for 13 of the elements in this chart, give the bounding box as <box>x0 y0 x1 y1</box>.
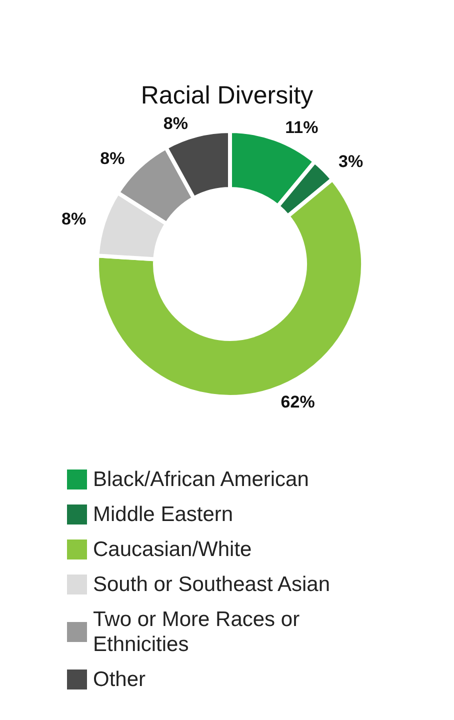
legend-label: Middle Eastern <box>93 503 234 526</box>
data-label: 3% <box>338 152 364 171</box>
legend-label: Black/African American <box>93 468 309 491</box>
data-label: 62% <box>280 392 315 412</box>
data-label: 8% <box>100 148 125 168</box>
data-label: 8% <box>62 210 86 229</box>
legend-label: Caucasian/White <box>93 538 252 561</box>
legend-label: Two or More Races or Ethnicities <box>93 608 306 656</box>
data-label: 8% <box>163 114 188 134</box>
chart-title: Racial Diversity <box>140 82 314 110</box>
legend-label: Other <box>93 668 146 691</box>
legend-label: South or Southeast Asian <box>93 573 330 596</box>
data-label: 11% <box>285 118 318 138</box>
